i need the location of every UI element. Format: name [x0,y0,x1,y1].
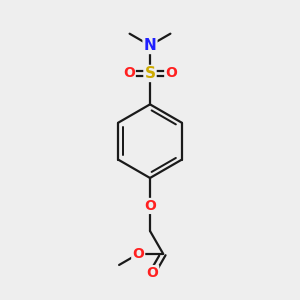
Text: N: N [144,38,156,53]
Text: O: O [132,247,144,261]
Text: S: S [145,66,155,81]
Text: O: O [123,66,135,80]
Text: O: O [165,66,177,80]
Text: O: O [144,199,156,213]
Text: O: O [146,266,158,280]
